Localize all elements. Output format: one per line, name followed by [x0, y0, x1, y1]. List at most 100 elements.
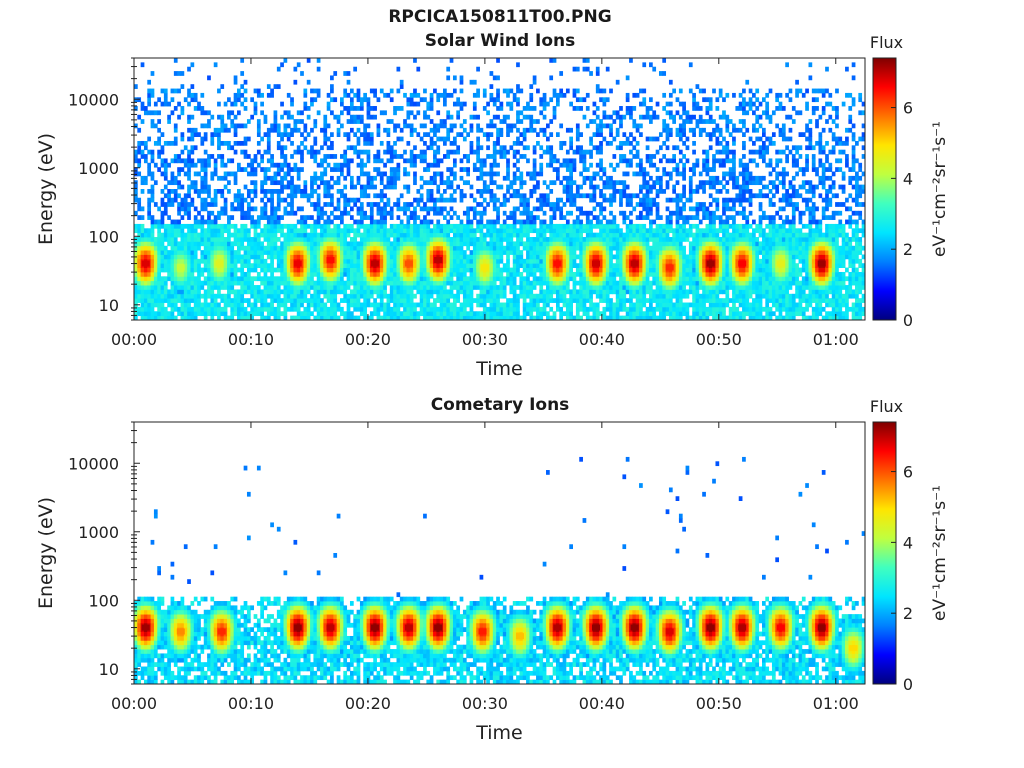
flux-cell	[562, 254, 567, 260]
flux-cell	[416, 276, 421, 282]
flux-cell	[436, 306, 441, 312]
flux-cell	[522, 306, 527, 312]
flux-cell	[213, 215, 218, 220]
flux-cell	[582, 154, 587, 159]
flux-cell	[223, 250, 228, 255]
flux-cell	[486, 123, 490, 129]
flux-cell	[559, 280, 564, 286]
flux-cell	[227, 228, 231, 234]
flux-cell	[316, 92, 321, 98]
flux-cell	[207, 223, 211, 229]
flux-cell	[266, 293, 271, 299]
flux-cell	[399, 258, 404, 264]
flux-cell	[300, 219, 304, 225]
flux-cell	[589, 276, 593, 282]
flux-cell	[506, 88, 510, 94]
flux-cell	[512, 311, 517, 317]
flux-cell	[575, 306, 580, 312]
flux-cell	[310, 101, 314, 107]
flux-cell	[200, 232, 205, 238]
flux-cell	[549, 97, 554, 103]
flux-cell	[386, 245, 391, 251]
flux-cell	[575, 311, 580, 317]
flux-cell	[203, 162, 208, 168]
flux-cell	[413, 267, 417, 273]
flux-cell	[153, 302, 158, 308]
flux-cell	[310, 145, 314, 151]
flux-cell	[386, 254, 391, 260]
flux-cell	[569, 140, 573, 146]
flux-cell	[522, 127, 527, 133]
flux-cell	[373, 158, 377, 164]
flux-cell	[286, 258, 291, 264]
flux-cell	[207, 219, 211, 225]
flux-cell	[436, 237, 441, 242]
flux-cell	[326, 306, 331, 312]
flux-cell	[409, 92, 414, 98]
flux-cell	[446, 132, 451, 137]
flux-cell	[187, 136, 191, 142]
flux-cell	[592, 189, 597, 194]
flux-cell	[323, 119, 328, 124]
flux-cell	[183, 306, 188, 312]
flux-cell	[336, 254, 341, 260]
flux-cell	[389, 210, 394, 216]
flux-cell	[293, 123, 298, 129]
flux-cell	[183, 145, 188, 151]
flux-cell	[316, 302, 321, 308]
flux-cell	[227, 263, 231, 268]
flux-cell	[330, 210, 334, 216]
flux-cell	[293, 237, 298, 242]
flux-cell	[449, 250, 454, 255]
flux-cell	[602, 254, 607, 260]
flux-cell	[197, 232, 201, 238]
flux-cell	[579, 293, 583, 299]
flux-cell	[409, 228, 414, 234]
flux-cell	[512, 215, 517, 220]
flux-cell	[589, 302, 593, 308]
flux-cell	[572, 180, 577, 186]
flux-cell	[502, 197, 507, 203]
flux-cell	[243, 136, 248, 142]
flux-cell	[512, 254, 517, 260]
flux-cell	[286, 114, 291, 120]
flux-cell	[426, 280, 431, 286]
flux-cell	[140, 119, 145, 124]
flux-cell	[549, 254, 554, 260]
flux-cell	[499, 276, 504, 282]
flux-cell	[383, 215, 387, 220]
flux-cell	[170, 171, 175, 177]
flux-cell	[237, 245, 241, 251]
flux-cell	[263, 206, 268, 212]
flux-cell	[492, 258, 497, 264]
flux-cell	[436, 263, 441, 268]
flux-cell	[615, 293, 620, 299]
flux-cell	[150, 184, 155, 190]
flux-cell	[565, 254, 570, 260]
flux-cell	[602, 245, 607, 251]
flux-cell	[492, 289, 497, 295]
flux-cell	[250, 237, 255, 242]
flux-cell	[539, 219, 544, 225]
flux-cell	[443, 298, 447, 303]
flux-cell	[376, 171, 381, 177]
flux-cell	[383, 184, 387, 190]
flux-cell	[320, 215, 324, 220]
flux-cell	[552, 106, 557, 111]
flux-cell	[290, 258, 294, 264]
flux-cell	[366, 298, 371, 303]
flux-cell	[207, 267, 211, 273]
flux-cell	[619, 250, 623, 255]
flux-cell	[323, 237, 328, 242]
flux-cell	[356, 276, 361, 282]
flux-cell	[240, 223, 245, 229]
flux-cell	[542, 293, 547, 299]
flux-cell	[223, 223, 228, 229]
flux-cell	[240, 315, 245, 321]
flux-cell	[193, 184, 198, 190]
flux-cell	[243, 97, 248, 103]
flux-cell	[260, 254, 264, 260]
flux-cell	[462, 285, 467, 290]
flux-cell	[569, 315, 573, 321]
flux-cell	[280, 189, 284, 194]
